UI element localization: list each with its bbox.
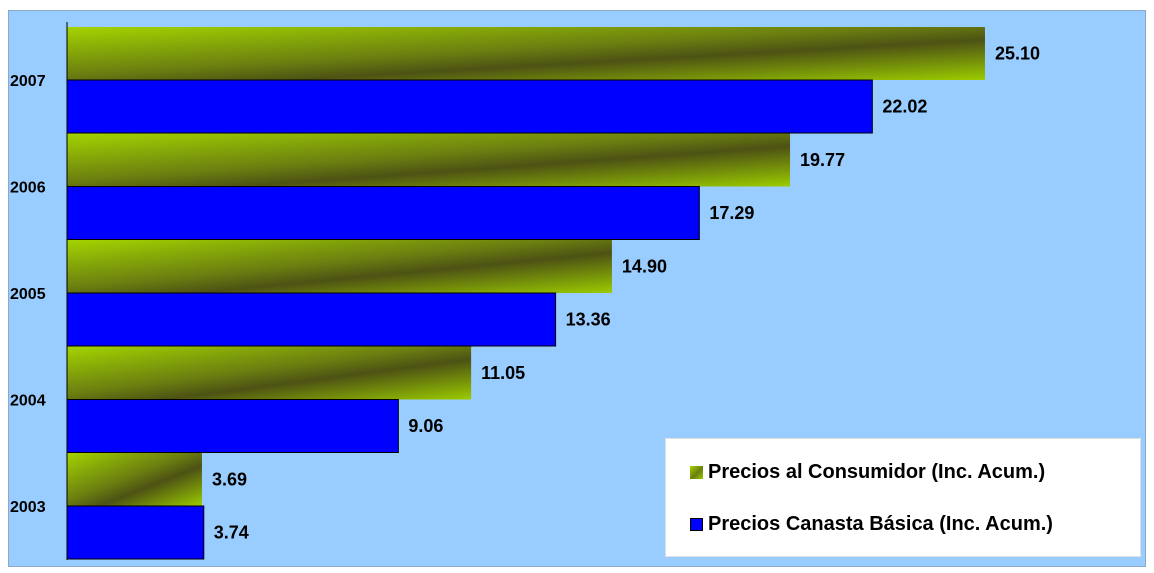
data-label-canasta-2006: 17.29 [709,203,754,223]
data-label-canasta-2003: 3.74 [214,523,249,543]
bar-consumidor-2007 [67,27,985,80]
y-tick-2004: 2004 [10,393,46,410]
legend-label-consumidor: Precios al Consumidor (Inc. Acum.) [708,461,1046,483]
data-label-consumidor-2004: 11.05 [481,363,525,383]
y-tick-2005: 2005 [10,286,46,303]
legend-swatch-consumidor [690,466,703,479]
y-tick-2007: 2007 [10,73,46,90]
legend: Precios al Consumidor (Inc. Acum.) Preci… [665,438,1141,557]
data-label-consumidor-2005: 14.90 [622,257,667,277]
y-tick-2003: 2003 [10,499,46,516]
bar-canasta-2006 [66,186,700,240]
bar-consumidor-2005 [67,240,612,293]
bar-canasta-2007 [66,79,873,134]
legend-item-consumidor: Precios al Consumidor (Inc. Acum.) [690,461,1045,484]
data-label-consumidor-2006: 19.77 [800,150,845,170]
bar-consumidor-2006 [67,133,791,187]
data-label-consumidor-2003: 3.69 [212,470,247,490]
legend-item-canasta: Precios Canasta Básica (Inc. Acum.) [690,513,1053,536]
data-label-consumidor-2007: 25.10 [995,44,1040,64]
bar-consumidor-2003 [67,453,202,506]
y-tick-2006: 2006 [10,180,46,197]
data-label-canasta-2005: 13.36 [566,310,611,330]
bar-canasta-2003 [66,505,205,560]
bar-canasta-2004 [66,399,399,453]
legend-label-canasta: Precios Canasta Básica (Inc. Acum.) [708,513,1053,535]
bar-canasta-2005 [66,292,557,347]
legend-swatch-canasta [690,518,703,531]
data-label-canasta-2007: 22.02 [882,97,927,117]
bar-consumidor-2004 [67,346,472,400]
data-label-canasta-2004: 9.06 [408,416,443,436]
